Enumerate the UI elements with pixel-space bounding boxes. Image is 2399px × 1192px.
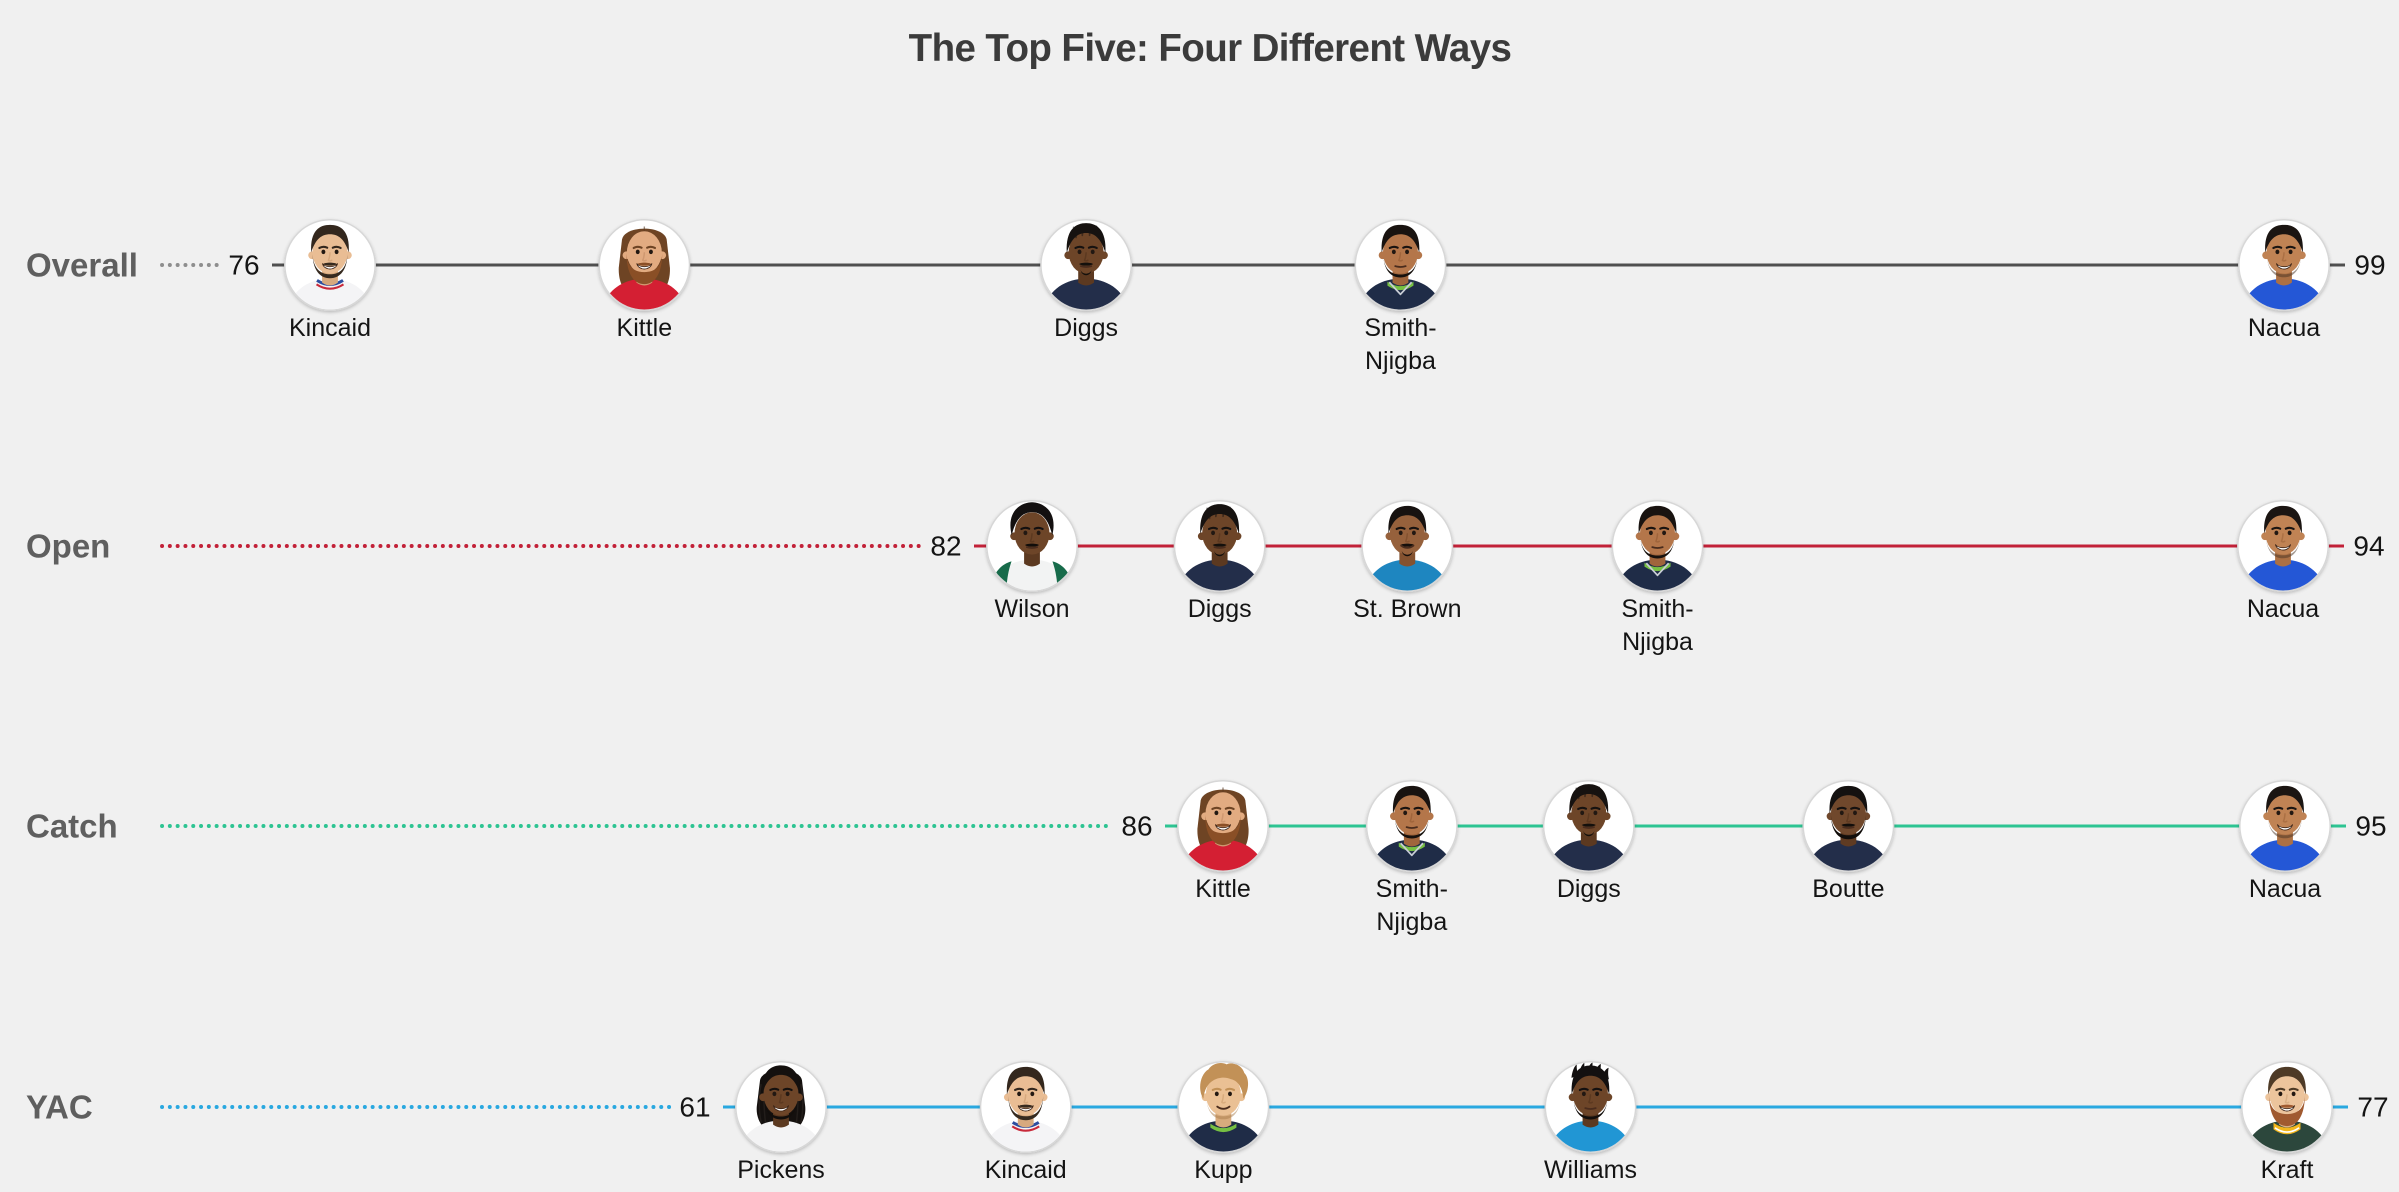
player-avatar bbox=[2240, 781, 2330, 875]
min-value-label: 61 bbox=[679, 1092, 710, 1123]
player-wilson: Wilson bbox=[987, 501, 1077, 623]
player-avatar bbox=[1544, 781, 1634, 875]
player-kraft: Kraft bbox=[2242, 1062, 2332, 1184]
max-value-label: 77 bbox=[2357, 1092, 2388, 1123]
player-williams: Williams bbox=[1544, 1062, 1637, 1184]
max-value-label: 95 bbox=[2355, 811, 2386, 842]
row-yac: YAC 61 77 Pickens Kincaid Kupp Williams Kraft bbox=[26, 1062, 2389, 1184]
player-name: Kittle bbox=[1195, 875, 1251, 903]
player-avatar bbox=[599, 220, 689, 314]
max-value-label: 94 bbox=[2353, 531, 2384, 562]
player-avatar bbox=[1545, 1062, 1635, 1156]
player-name: St. Brown bbox=[1353, 595, 1461, 623]
player-smith-njigba: Smith-Njigba bbox=[1367, 781, 1457, 936]
player-name: Kincaid bbox=[985, 1156, 1067, 1184]
player-avatar bbox=[2242, 1062, 2332, 1156]
player-nacua: Nacua bbox=[2240, 781, 2330, 903]
min-value-label: 86 bbox=[1121, 811, 1152, 842]
chart-title: The Top Five: Four Different Ways bbox=[908, 27, 1512, 70]
player-avatar bbox=[1041, 220, 1131, 314]
player-name: Kraft bbox=[2261, 1156, 2314, 1184]
row-open: Open 82 94 Wilson Diggs St. Brown Smith-Njigba… bbox=[26, 501, 2385, 656]
row-overall: Overall 76 99 Kincaid Kittle Diggs Smith-Njigb… bbox=[26, 220, 2386, 375]
player-name: Kupp bbox=[1194, 1156, 1252, 1184]
player-smith-njigba: Smith-Njigba bbox=[1355, 220, 1445, 375]
player-kittle: Kittle bbox=[1178, 781, 1268, 903]
player-avatar bbox=[1612, 501, 1702, 595]
player-kincaid: Kincaid bbox=[981, 1062, 1071, 1184]
player-name: Nacua bbox=[2247, 595, 2319, 623]
player-avatar bbox=[1355, 220, 1445, 314]
player-kittle: Kittle bbox=[599, 220, 689, 342]
player-name: Kittle bbox=[617, 314, 673, 342]
player-name: Diggs bbox=[1188, 595, 1252, 623]
player-avatar bbox=[1803, 781, 1893, 875]
player-diggs: Diggs bbox=[1544, 781, 1634, 903]
row-label-open: Open bbox=[26, 528, 110, 565]
player-avatar bbox=[2238, 501, 2328, 595]
player-name: Pickens bbox=[737, 1156, 825, 1184]
player-name: Smith-Njigba bbox=[1621, 595, 1693, 656]
player-avatar bbox=[981, 1062, 1071, 1156]
player-name: Smith-Njigba bbox=[1364, 314, 1436, 375]
row-label-catch: Catch bbox=[26, 808, 118, 845]
player-smith-njigba: Smith-Njigba bbox=[1612, 501, 1702, 656]
player-avatar bbox=[1174, 501, 1264, 595]
player-avatar bbox=[1178, 1062, 1268, 1156]
min-value-label: 76 bbox=[228, 250, 259, 281]
player-avatar bbox=[987, 501, 1077, 595]
player-avatar bbox=[285, 220, 375, 314]
min-value-label: 82 bbox=[930, 531, 961, 562]
player-kincaid: Kincaid bbox=[285, 220, 375, 342]
player-avatar bbox=[2239, 220, 2329, 314]
player-pickens: Pickens bbox=[736, 1062, 826, 1184]
player-avatar bbox=[1178, 781, 1268, 875]
player-name: Nacua bbox=[2248, 314, 2320, 342]
player-name: Boutte bbox=[1812, 875, 1884, 903]
max-value-label: 99 bbox=[2354, 250, 2385, 281]
player-diggs: Diggs bbox=[1174, 501, 1264, 623]
row-label-overall: Overall bbox=[26, 247, 138, 284]
player-name: Wilson bbox=[994, 595, 1069, 623]
player-boutte: Boutte bbox=[1803, 781, 1893, 903]
player-st-brown: St. Brown bbox=[1353, 501, 1461, 623]
player-nacua: Nacua bbox=[2239, 220, 2329, 342]
player-name: Williams bbox=[1544, 1156, 1637, 1184]
player-kupp: Kupp bbox=[1178, 1062, 1268, 1184]
player-name: Nacua bbox=[2249, 875, 2321, 903]
player-name: Diggs bbox=[1054, 314, 1118, 342]
player-name: Diggs bbox=[1557, 875, 1621, 903]
row-label-yac: YAC bbox=[26, 1089, 93, 1126]
player-avatar bbox=[736, 1062, 826, 1156]
player-avatar bbox=[1367, 781, 1457, 875]
player-nacua: Nacua bbox=[2238, 501, 2328, 623]
player-avatar bbox=[1362, 501, 1452, 595]
player-diggs: Diggs bbox=[1041, 220, 1131, 342]
player-name: Smith-Njigba bbox=[1376, 875, 1448, 936]
row-catch: Catch 86 95 Kittle Smith-Njigba Diggs Boutte Na… bbox=[26, 781, 2387, 936]
player-name: Kincaid bbox=[289, 314, 371, 342]
